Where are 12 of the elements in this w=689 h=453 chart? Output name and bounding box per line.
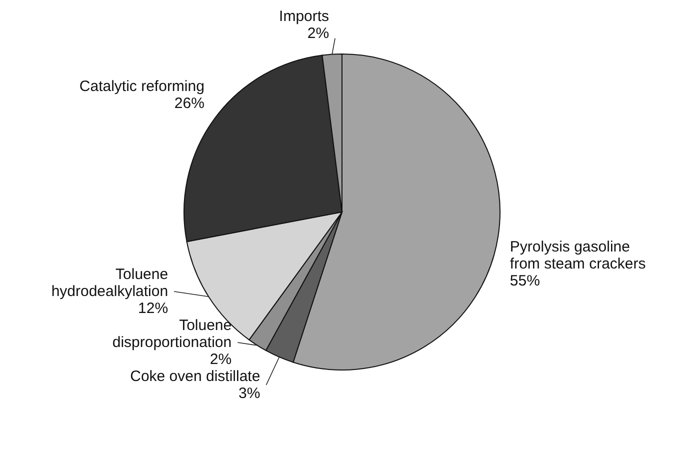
slice-label: Toluene disproportionation [112, 316, 232, 351]
slice-label: Catalytic reforming [79, 78, 204, 95]
data-label: 2% [307, 25, 330, 42]
slice-label: Imports [279, 8, 330, 26]
data-label: 55% [510, 272, 540, 290]
slice-label: Toluene hydrodealkylation [51, 266, 168, 300]
data-label: 12% [138, 300, 168, 317]
slice-label: Coke oven distillate [130, 368, 260, 385]
data-label: 26% [174, 94, 204, 112]
data-label: 2% [210, 350, 232, 368]
data-label: 3% [238, 384, 260, 402]
slice-label: Pyrolysis gasoline from steam crackers [510, 238, 646, 272]
